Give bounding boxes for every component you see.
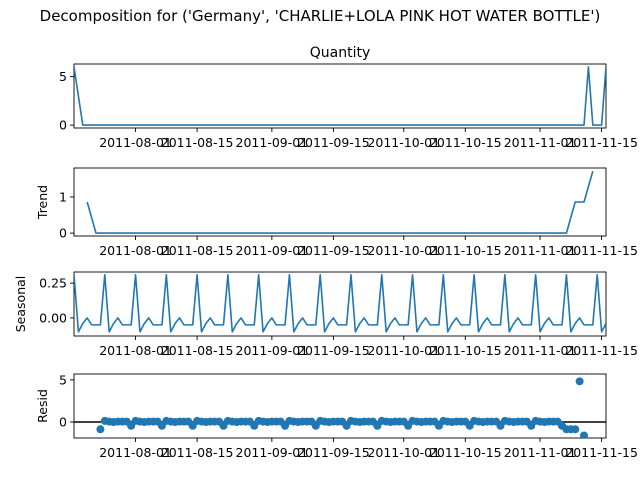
panel-trend: Trend [35, 167, 607, 237]
xtick-label-quantity: 2011-09-01 [236, 135, 309, 150]
ylabel-trend: Trend [35, 185, 50, 220]
axes-frame-resid [73, 373, 607, 439]
ytick-label-resid: 0 [59, 415, 67, 430]
series-seasonal [74, 273, 606, 333]
panel-title-quantity: Quantity [310, 45, 371, 61]
xtick-label-seasonal: 2011-08-15 [161, 343, 234, 358]
xtick-label-trend: 2011-09-15 [297, 243, 370, 258]
xtick-label-seasonal: 2011-08-01 [99, 343, 172, 358]
panel-resid: Resid [35, 373, 607, 439]
xtick-label-quantity: 2011-11-15 [565, 135, 638, 150]
xtick-label-resid: 2011-09-01 [236, 445, 309, 460]
panel-seasonal: Seasonal [13, 271, 607, 337]
ytick-label-trend: 1 [59, 189, 67, 204]
xtick-label-quantity: 2011-10-01 [367, 135, 440, 150]
xtick-label-trend: 2011-09-01 [236, 243, 309, 258]
xtick-label-quantity: 2011-08-01 [99, 135, 172, 150]
xtick-label-trend: 2011-10-01 [367, 243, 440, 258]
series-resid [96, 377, 589, 438]
xtick-label-trend: 2011-08-01 [99, 243, 172, 258]
xtick-label-trend: 2011-11-01 [504, 243, 577, 258]
xtick-label-seasonal: 2011-09-01 [236, 343, 309, 358]
ytick-label-seasonal: 0.00 [39, 310, 67, 325]
xtick-label-quantity: 2011-10-15 [429, 135, 502, 150]
xtick-label-seasonal: 2011-10-15 [429, 343, 502, 358]
xtick-label-resid: 2011-11-01 [504, 445, 577, 460]
ytick-label-quantity: 0 [59, 118, 67, 133]
series-line-trend [86, 171, 594, 234]
series-quantity [74, 66, 606, 126]
xtick-label-resid: 2011-09-15 [297, 445, 370, 460]
ylabel-seasonal: Seasonal [13, 276, 28, 333]
xtick-label-resid: 2011-08-01 [99, 445, 172, 460]
ytick-label-trend: 0 [59, 226, 67, 241]
resid-point [575, 377, 584, 386]
axes-frame-quantity [73, 63, 607, 129]
series-line-quantity [74, 66, 606, 126]
axes-frame-seasonal [73, 271, 607, 337]
xtick-label-seasonal: 2011-11-01 [504, 343, 577, 358]
xtick-label-seasonal: 2011-10-01 [367, 343, 440, 358]
resid-point [96, 425, 105, 434]
axes-frame-trend [73, 167, 607, 237]
ytick-label-resid: 5 [59, 372, 67, 387]
xtick-label-quantity: 2011-09-15 [297, 135, 370, 150]
xtick-label-quantity: 2011-11-01 [504, 135, 577, 150]
xtick-label-quantity: 2011-08-15 [161, 135, 234, 150]
ytick-label-seasonal: 0.25 [39, 276, 67, 291]
series-trend [86, 171, 594, 234]
xtick-label-trend: 2011-08-15 [161, 243, 234, 258]
xtick-label-trend: 2011-10-15 [429, 243, 502, 258]
xtick-label-resid: 2011-11-15 [565, 445, 638, 460]
ylabel-resid: Resid [35, 389, 50, 423]
xtick-label-seasonal: 2011-11-15 [565, 343, 638, 358]
ytick-label-quantity: 5 [59, 69, 67, 84]
resid-point [571, 425, 580, 434]
xtick-label-seasonal: 2011-09-15 [297, 343, 370, 358]
figure-title: Decomposition for ('Germany', 'CHARLIE+L… [40, 7, 601, 25]
resid-point [580, 431, 589, 438]
xtick-label-resid: 2011-10-01 [367, 445, 440, 460]
panel-quantity: Quantity [73, 45, 607, 129]
xtick-label-resid: 2011-08-15 [161, 445, 234, 460]
series-line-seasonal [74, 273, 606, 333]
xtick-label-trend: 2011-11-15 [565, 243, 638, 258]
xtick-label-resid: 2011-10-15 [429, 445, 502, 460]
